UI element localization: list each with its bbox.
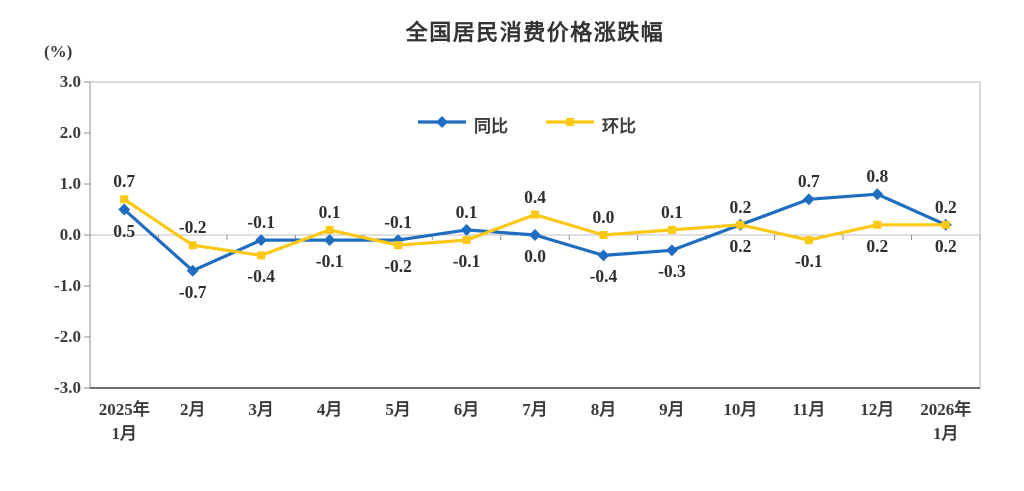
legend-label-yoy: 同比 [474, 117, 508, 136]
x-axis-label: 10月 [723, 400, 758, 419]
data-label-yoy: 0.2 [729, 196, 752, 217]
y-axis-tick-label: -3.0 [54, 378, 81, 397]
yoy-line-diamond-marker-icon [418, 115, 466, 134]
x-axis-label: 3月 [248, 400, 274, 419]
data-label-mom: 0.2 [866, 235, 889, 256]
y-axis-tick-label: -2.0 [54, 327, 81, 346]
x-axis-label: 8月 [590, 400, 617, 419]
data-label-yoy: -0.7 [178, 281, 207, 302]
data-label-yoy: -0.3 [658, 261, 686, 282]
data-label-yoy: 0.0 [524, 246, 546, 266]
x-axis-label: 4月 [316, 400, 343, 419]
x-axis-label: 11月 [792, 400, 826, 419]
data-label-yoy: 0.2 [934, 196, 957, 217]
x-axis-label: 2026年 1月 [920, 400, 972, 443]
data-label-mom: 0.2 [934, 235, 957, 256]
y-axis-tick-label: 3.0 [59, 72, 81, 91]
data-label-mom: -0.1 [452, 251, 481, 272]
data-label-yoy: -0.4 [589, 266, 618, 287]
data-label-mom: 0.2 [729, 235, 752, 256]
chart-title: 全国居民消费价格涨跌幅 [405, 20, 665, 45]
y-axis-tick-label: 0.0 [59, 225, 81, 244]
data-label-yoy: 0.8 [866, 166, 889, 187]
x-axis-label: 12月 [860, 400, 895, 419]
legend-label-mom: 环比 [602, 117, 636, 136]
x-axis-label: 5月 [385, 400, 411, 419]
x-axis-label: 9月 [659, 400, 685, 419]
data-label-mom: 0.7 [113, 171, 136, 192]
x-axis-label: 2月 [179, 400, 206, 419]
data-label-yoy: 0.7 [797, 171, 820, 192]
data-label-mom: -0.2 [384, 256, 412, 277]
data-label-yoy: -0.1 [384, 212, 412, 233]
legend-item-yoy: 同比 [418, 112, 508, 137]
data-label-mom: 0.0 [592, 207, 615, 227]
legend-item-mom: 环比 [546, 112, 636, 137]
data-label-mom: 0.1 [660, 201, 683, 222]
data-label-yoy: 0.5 [113, 220, 136, 241]
y-axis-tick-label: 2.0 [59, 123, 81, 142]
y-axis-unit-label: (%) [44, 42, 73, 61]
data-label-mom: -0.4 [247, 266, 275, 287]
data-label-mom: -0.1 [794, 251, 823, 272]
mom-line-square-marker-icon [546, 115, 594, 134]
data-label-mom: 0.1 [318, 201, 341, 222]
data-label-mom: -0.2 [178, 217, 207, 238]
y-axis-tick-label: 1.0 [59, 174, 81, 193]
y-axis-tick-label: -1.0 [54, 276, 81, 295]
x-axis-label: 2025年 1月 [98, 400, 150, 443]
legend: 同比 环比 [418, 112, 636, 137]
data-label-yoy: -0.1 [247, 212, 275, 233]
data-label-mom: 0.4 [524, 186, 546, 207]
data-label-yoy: -0.1 [315, 251, 344, 272]
x-axis-label: 6月 [453, 400, 480, 419]
x-axis-label: 7月 [522, 400, 548, 419]
data-label-yoy: 0.1 [455, 201, 478, 222]
